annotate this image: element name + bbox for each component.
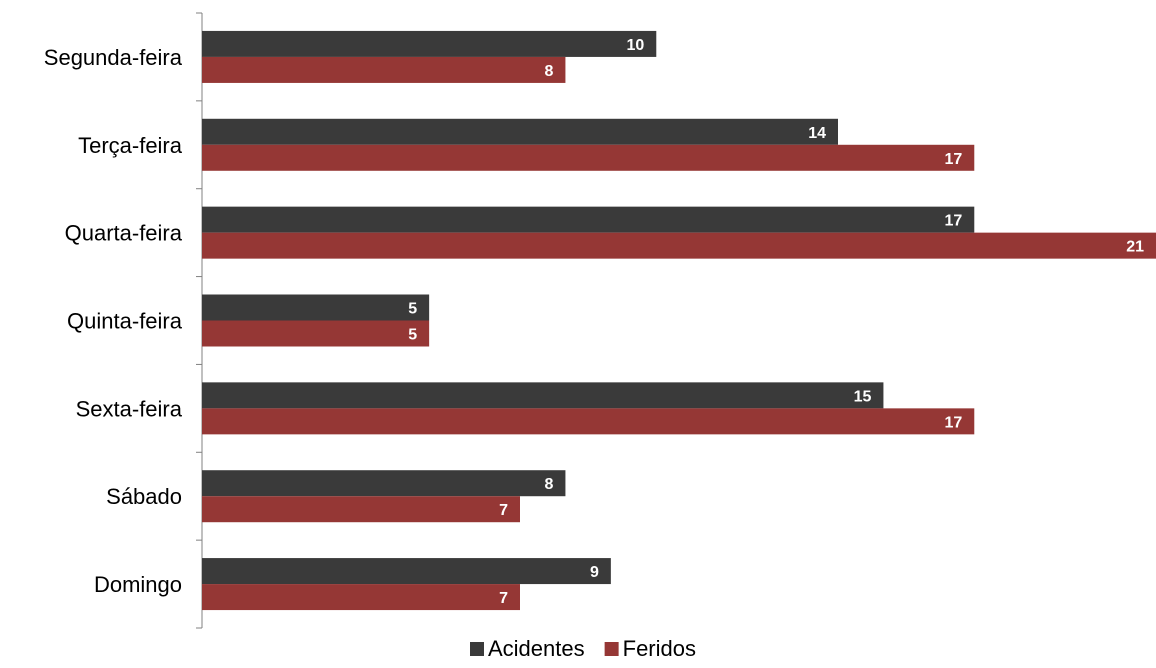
bar-feridos (202, 584, 520, 611)
data-label: 7 (499, 502, 508, 519)
bar-acidentes (202, 206, 975, 233)
legend-swatch (470, 642, 484, 656)
bar-acidentes (202, 470, 566, 497)
data-label: 7 (499, 590, 508, 607)
data-label: 5 (408, 327, 417, 344)
category-label: Domingo (94, 572, 182, 597)
bar-acidentes (202, 118, 838, 145)
data-label: 15 (854, 388, 872, 405)
bar-feridos (202, 408, 975, 435)
data-label: 8 (545, 476, 554, 493)
data-label: 17 (944, 151, 962, 168)
category-label: Quarta-feira (65, 221, 183, 246)
category-label: Quinta-feira (67, 309, 183, 334)
y-axis (196, 12, 203, 629)
bar-acidentes (202, 558, 611, 585)
data-label: 9 (590, 564, 599, 581)
data-label: 14 (808, 125, 826, 142)
data-label: 17 (944, 213, 962, 230)
bar-feridos (202, 232, 1156, 259)
bar-feridos (202, 320, 430, 347)
bar-feridos (202, 56, 566, 83)
category-labels: Segunda-feira Terça-feira Quarta-feira Quin… (44, 45, 183, 597)
data-label: 5 (408, 301, 417, 318)
legend: Acidentes Feridos (470, 636, 696, 661)
category-label: Sábado (106, 484, 182, 509)
bar-acidentes (202, 382, 884, 409)
category-label: Segunda-feira (44, 45, 183, 70)
bar-feridos (202, 496, 520, 523)
data-label: 10 (626, 37, 644, 54)
bar-acidentes (202, 294, 430, 321)
bar-feridos (202, 144, 975, 171)
bar-acidentes (202, 30, 657, 57)
data-label: 21 (1126, 239, 1144, 256)
data-label: 17 (944, 414, 962, 431)
category-label: Terça-feira (78, 133, 183, 158)
data-label: 8 (545, 63, 554, 80)
legend-label: Acidentes (488, 636, 585, 661)
category-label: Sexta-feira (76, 396, 183, 421)
legend-label: Feridos (623, 636, 696, 661)
legend-swatch (604, 642, 619, 656)
bars: 10 8 14 17 17 21 5 5 15 17 8 7 9 7 (202, 30, 1156, 611)
